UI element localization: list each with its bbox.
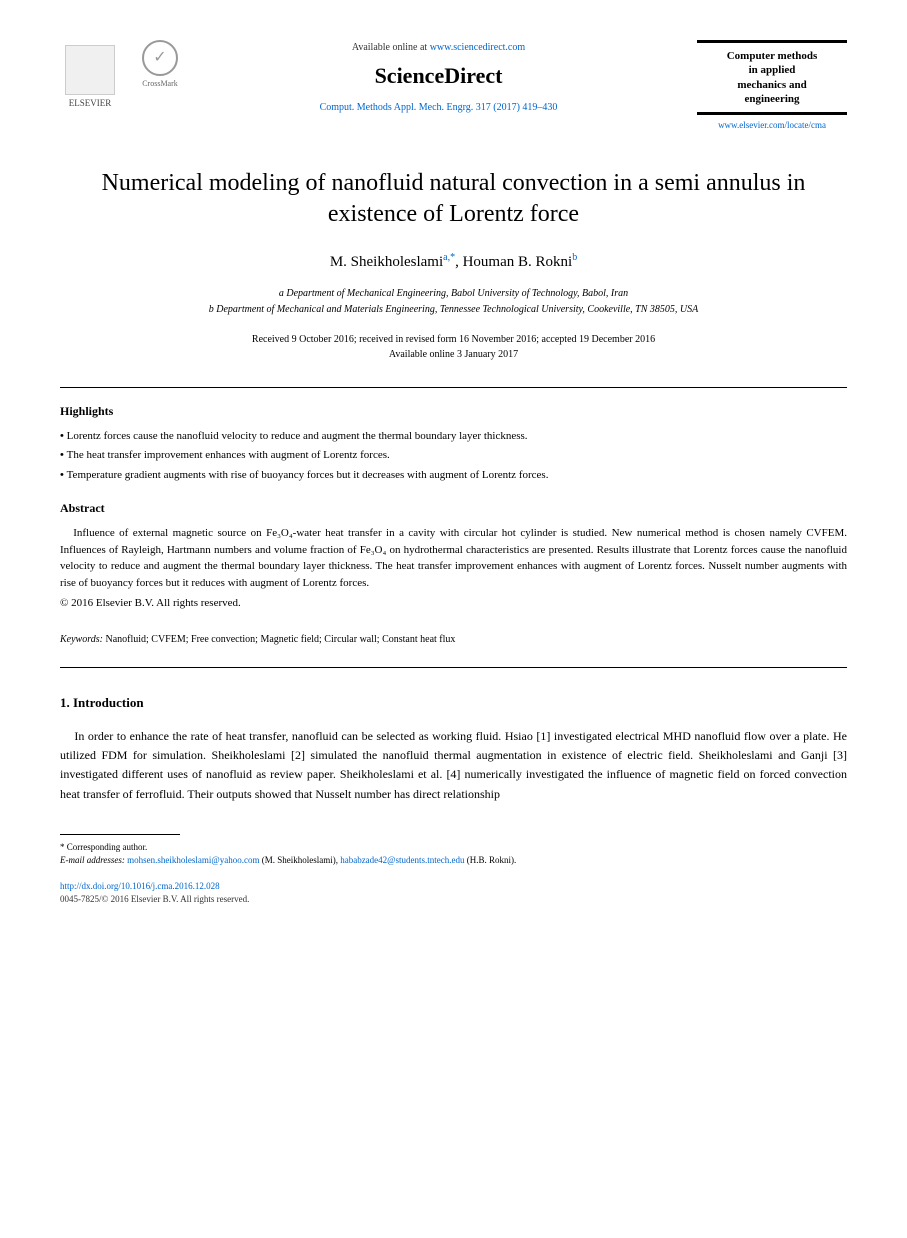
- available-online: Available online at www.sciencedirect.co…: [200, 40, 677, 55]
- journal-url[interactable]: www.elsevier.com/locate/cma: [697, 119, 847, 133]
- affiliation-a: a Department of Mechanical Engineering, …: [60, 286, 847, 302]
- authors: M. Sheikholeslamia,*, Houman B. Roknib: [60, 250, 847, 274]
- email-1[interactable]: mohsen.sheikholeslami@yahoo.com: [127, 855, 259, 865]
- journal-line1: Computer methods: [701, 49, 843, 63]
- divider-top: [60, 387, 847, 388]
- highlight-item: Temperature gradient augments with rise …: [60, 467, 847, 484]
- issn-line: 0045-7825/© 2016 Elsevier B.V. All right…: [60, 893, 847, 907]
- journal-line4: engineering: [701, 92, 843, 106]
- elsevier-logo: ELSEVIER: [60, 40, 120, 110]
- crossmark-icon: ✓: [142, 40, 178, 76]
- affiliation-b: b Department of Mechanical and Materials…: [60, 302, 847, 318]
- elsevier-tree-icon: [65, 45, 115, 95]
- copyright: © 2016 Elsevier B.V. All rights reserved…: [60, 595, 847, 612]
- elsevier-label: ELSEVIER: [69, 97, 112, 111]
- email-line: E-mail addresses: mohsen.sheikholeslami@…: [60, 854, 847, 868]
- crossmark-logo[interactable]: ✓ CrossMark: [140, 40, 180, 90]
- dates-line2: Available online 3 January 2017: [60, 347, 847, 362]
- crossmark-label: CrossMark: [142, 78, 178, 90]
- highlight-item: Lorentz forces cause the nanofluid veloc…: [60, 428, 847, 445]
- author-1-sup: a,*: [443, 252, 455, 263]
- dates-line1: Received 9 October 2016; received in rev…: [60, 332, 847, 347]
- highlight-item: The heat transfer improvement enhances w…: [60, 447, 847, 464]
- footnote: * Corresponding author. E-mail addresses…: [60, 841, 847, 868]
- highlights-list: Lorentz forces cause the nanofluid veloc…: [60, 428, 847, 484]
- email-2-name: (H.B. Rokni).: [464, 855, 516, 865]
- corresponding-author: * Corresponding author.: [60, 841, 847, 855]
- header-row: ELSEVIER ✓ CrossMark Available online at…: [60, 40, 847, 133]
- header-right: Computer methods in applied mechanics an…: [697, 40, 847, 133]
- email-1-name: (M. Sheikholeslami),: [259, 855, 340, 865]
- author-2: Houman B. Rokni: [463, 254, 573, 270]
- sciencedirect-logo: ScienceDirect: [200, 59, 677, 92]
- available-prefix: Available online at: [352, 42, 430, 53]
- article-dates: Received 9 October 2016; received in rev…: [60, 332, 847, 362]
- journal-line2: in applied: [701, 63, 843, 77]
- header-left: ELSEVIER ✓ CrossMark: [60, 40, 180, 110]
- sciencedirect-url[interactable]: www.sciencedirect.com: [430, 42, 525, 53]
- email-label: E-mail addresses:: [60, 855, 127, 865]
- divider-bottom: [60, 667, 847, 668]
- author-2-sup: b: [572, 252, 577, 263]
- affiliations: a Department of Mechanical Engineering, …: [60, 286, 847, 318]
- highlights-label: Highlights: [60, 402, 847, 420]
- journal-title-box: Computer methods in applied mechanics an…: [697, 40, 847, 115]
- intro-body: In order to enhance the rate of heat tra…: [60, 727, 847, 804]
- keywords-label: Keywords:: [60, 634, 103, 645]
- article-title: Numerical modeling of nanofluid natural …: [60, 168, 847, 230]
- journal-reference[interactable]: Comput. Methods Appl. Mech. Engrg. 317 (…: [200, 100, 677, 115]
- footnote-separator: [60, 834, 180, 835]
- journal-line3: mechanics and: [701, 78, 843, 92]
- header-center: Available online at www.sciencedirect.co…: [180, 40, 697, 115]
- intro-text: In order to enhance the rate of heat tra…: [60, 729, 847, 801]
- abstract-text: Influence of external magnetic source on…: [60, 525, 847, 591]
- email-2[interactable]: hababzade42@students.tntech.edu: [340, 855, 464, 865]
- abstract-label: Abstract: [60, 499, 847, 517]
- author-sep: ,: [455, 254, 463, 270]
- author-1: M. Sheikholeslami: [330, 254, 443, 270]
- keywords-text: Nanofluid; CVFEM; Free convection; Magne…: [103, 634, 455, 645]
- doi-link[interactable]: http://dx.doi.org/10.1016/j.cma.2016.12.…: [60, 880, 847, 894]
- intro-heading: 1. Introduction: [60, 693, 847, 713]
- keywords: Keywords: Nanofluid; CVFEM; Free convect…: [60, 632, 847, 647]
